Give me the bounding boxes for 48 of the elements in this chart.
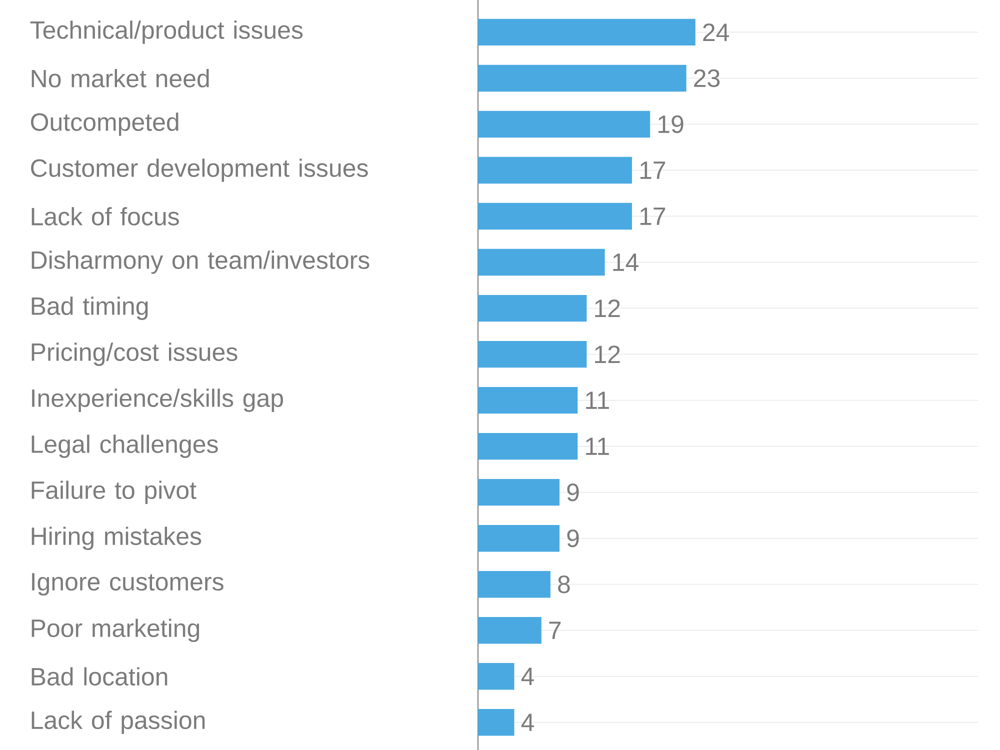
y-tick-label: Customer development issues: [31, 158, 368, 182]
data-label: 14: [613, 254, 638, 271]
y-tick-label: Hiring mistakes: [32, 526, 202, 550]
data-label: 23: [694, 69, 720, 88]
data-label: 11: [586, 438, 609, 455]
bar: [478, 663, 514, 690]
data-label: 7: [549, 622, 561, 639]
y-tick-label: Failure to pivot: [32, 480, 196, 504]
data-label: 11: [586, 392, 609, 409]
y-tick-label: Poor marketing: [32, 618, 200, 642]
data-label: 17: [640, 162, 666, 179]
bar: [478, 432, 578, 460]
data-label: 4: [521, 668, 534, 685]
y-tick-label: Inexperience/skills gap: [32, 388, 284, 412]
y-tick-label: Lack of focus: [32, 207, 179, 226]
y-tick-label: No market need: [32, 69, 209, 88]
bar: [478, 478, 560, 506]
bar: [478, 64, 686, 92]
data-label: 9: [567, 530, 579, 548]
bar: [478, 386, 578, 414]
bar: [478, 110, 650, 138]
bar: [478, 248, 605, 276]
bar: [478, 571, 550, 598]
data-label: 19: [658, 115, 684, 134]
bar: [478, 525, 560, 552]
data-label: 24: [703, 23, 729, 41]
bar: [478, 156, 632, 184]
bar: [478, 709, 514, 736]
y-tick-label: Lack of passion: [32, 710, 205, 734]
bar: [478, 202, 632, 230]
bar: [478, 294, 587, 322]
y-tick-label: Bad timing: [32, 296, 148, 320]
y-tick-label: Bad location: [32, 667, 168, 686]
data-label: 8: [558, 576, 570, 594]
bar: [478, 340, 587, 368]
data-label: 12: [595, 346, 620, 364]
bar: [478, 18, 696, 46]
y-tick-label: Technical/product issues: [30, 20, 303, 44]
data-label: 4: [521, 714, 534, 731]
bar: [478, 617, 542, 644]
y-tick-label: Outcompeted: [30, 112, 178, 136]
y-tick-label: Pricing/cost issues: [32, 342, 238, 366]
data-label: 12: [595, 300, 620, 318]
data-label: 17: [640, 208, 666, 225]
y-tick-label: Ignore customers: [32, 573, 224, 596]
data-label: 9: [567, 483, 579, 502]
y-tick-label: Legal challenges: [32, 434, 218, 458]
y-tick-label: Disharmony on team/investors: [32, 250, 370, 274]
